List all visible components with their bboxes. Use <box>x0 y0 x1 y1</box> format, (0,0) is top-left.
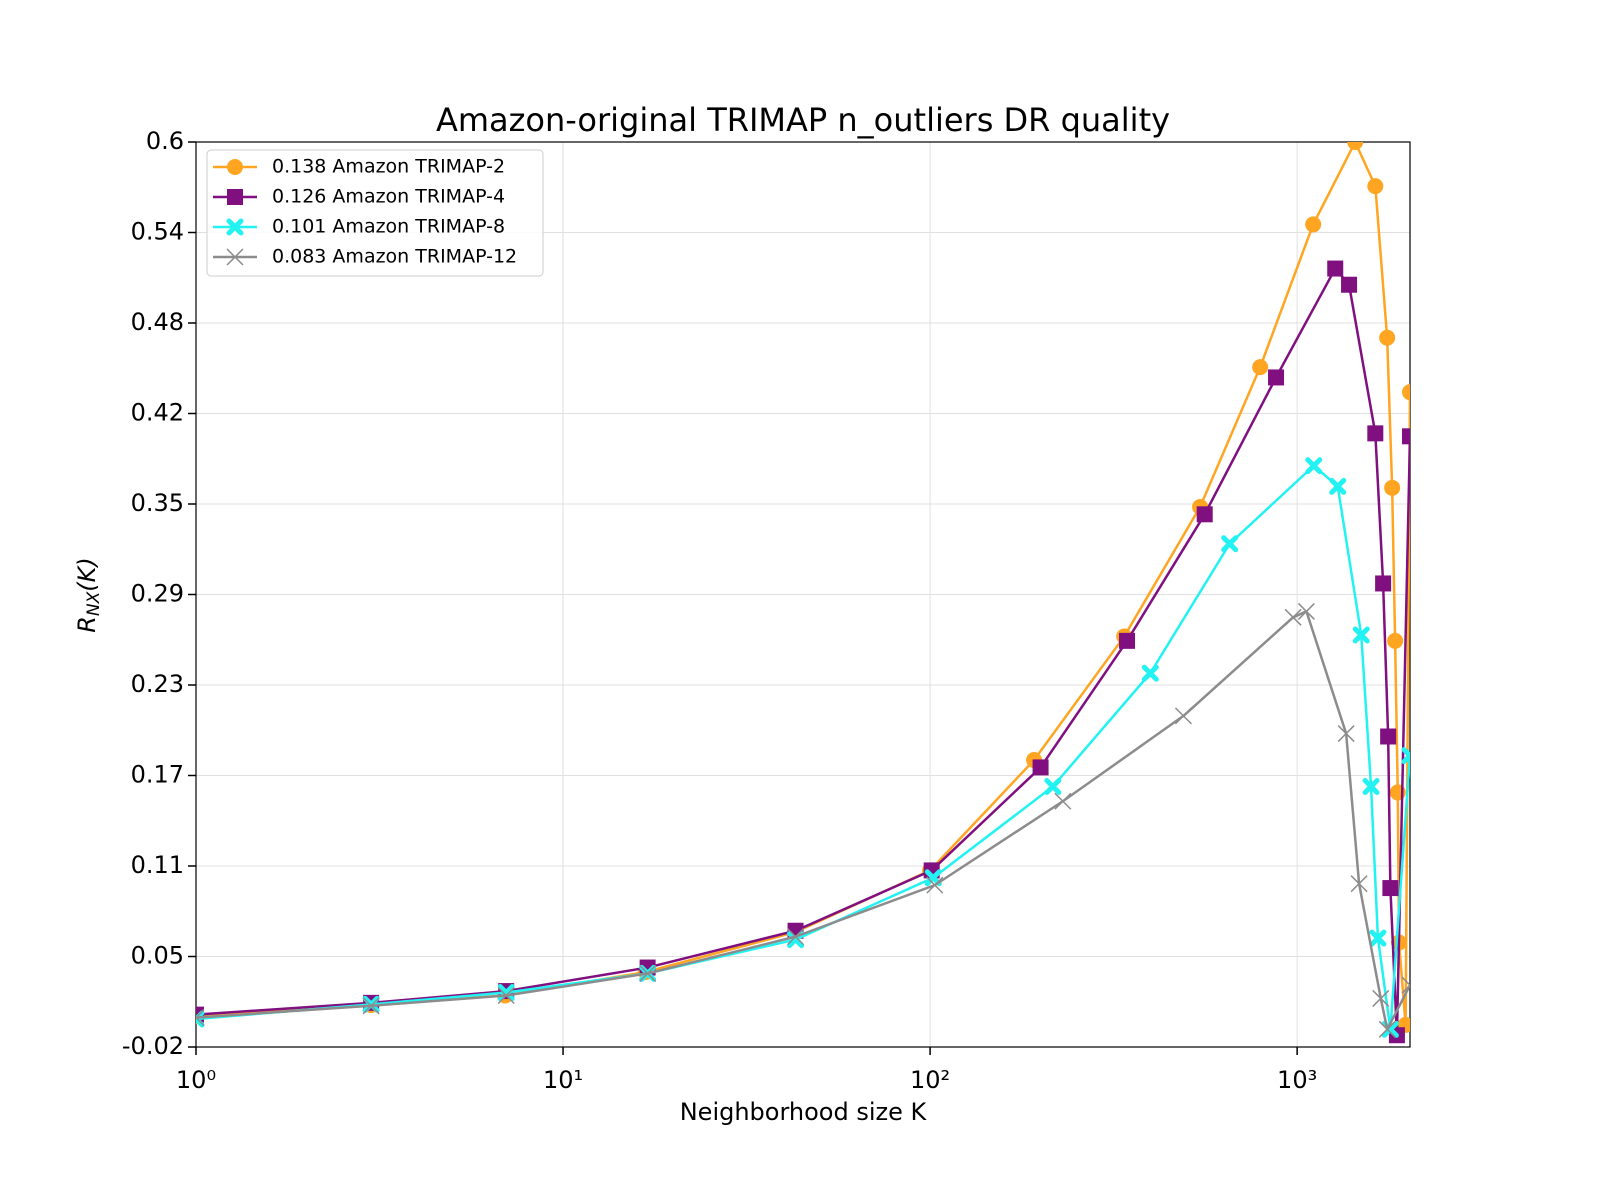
legend-label: 0.083 Amazon TRIMAP-12 <box>272 246 517 268</box>
marker <box>497 986 515 1005</box>
plot-area <box>196 142 1410 1044</box>
plot-frame <box>195 141 1411 1048</box>
marker <box>1054 792 1072 810</box>
legend-label: 0.126 Amazon TRIMAP-4 <box>272 186 505 208</box>
x-tick-label: 10³ <box>1277 1066 1317 1094</box>
marker <box>1329 477 1347 495</box>
marker <box>1362 778 1380 796</box>
marker <box>1378 1020 1396 1038</box>
marker <box>1401 976 1410 994</box>
y-label-sub: NX <box>84 591 104 616</box>
marker <box>1401 747 1410 765</box>
y-label-rest: (K) <box>73 557 101 591</box>
series-line <box>196 610 1410 1031</box>
marker <box>1327 260 1344 277</box>
y-tick-label: -0.02 <box>122 1032 184 1060</box>
legend-label: 0.138 Amazon TRIMAP-2 <box>272 156 505 178</box>
marker <box>362 995 380 1013</box>
x-tick-label: 10² <box>910 1066 950 1094</box>
marker <box>196 1010 205 1028</box>
marker <box>1375 575 1392 592</box>
marker <box>1196 506 1213 523</box>
x-tick-label: 10¹ <box>543 1066 583 1094</box>
marker <box>1347 142 1364 150</box>
y-tick-label: 0.42 <box>131 399 184 427</box>
marker <box>1337 725 1355 743</box>
marker <box>1305 457 1323 475</box>
marker <box>1367 425 1384 442</box>
marker <box>787 928 805 946</box>
x-tick-label: 10⁰ <box>176 1066 216 1094</box>
y-tick-label: 0.05 <box>131 942 184 970</box>
legend-box <box>206 149 544 277</box>
marker <box>1402 384 1410 401</box>
marker <box>1297 602 1315 620</box>
y-tick-label: 0.29 <box>131 580 184 608</box>
marker <box>1119 632 1136 649</box>
marker <box>1379 329 1396 346</box>
marker <box>1369 929 1387 947</box>
marker <box>1268 369 1285 386</box>
marker <box>226 248 244 266</box>
marker <box>1221 535 1239 553</box>
marker <box>1032 759 1049 776</box>
marker <box>1387 632 1404 649</box>
series-line <box>196 464 1410 1031</box>
marker <box>1382 880 1399 897</box>
marker <box>926 876 944 894</box>
y-tick-label: 0.17 <box>131 761 184 789</box>
y-tick-label: 0.35 <box>131 489 184 517</box>
y-label-main: R <box>73 616 101 633</box>
marker <box>196 1009 205 1027</box>
marker <box>639 964 657 982</box>
marker <box>226 218 244 236</box>
x-axis-label: Neighborhood size K <box>680 1098 928 1126</box>
y-axis-label: RNX(K) <box>73 557 104 633</box>
marker <box>1174 707 1192 725</box>
marker <box>1350 875 1368 893</box>
y-tick-label: 0.11 <box>131 851 184 879</box>
marker <box>1367 178 1384 195</box>
marker <box>1402 428 1410 445</box>
y-tick-label: 0.23 <box>131 670 184 698</box>
marker <box>1341 276 1358 293</box>
marker <box>1384 479 1401 496</box>
marker <box>1141 664 1159 682</box>
y-tick-label: 0.48 <box>131 308 184 336</box>
marker <box>1352 626 1370 644</box>
marker <box>362 997 380 1015</box>
marker <box>1372 989 1390 1007</box>
marker <box>1284 608 1302 626</box>
series-line <box>196 142 1410 1027</box>
marker <box>227 189 243 205</box>
marker <box>1380 728 1397 745</box>
legend-label: 0.101 Amazon TRIMAP-8 <box>272 216 505 238</box>
y-tick-label: 0.54 <box>131 218 184 246</box>
marker <box>1305 216 1322 233</box>
marker <box>1252 359 1269 376</box>
y-tick-label: 0.6 <box>146 127 184 155</box>
chart-title: Amazon-original TRIMAP n_outliers DR qua… <box>436 101 1170 139</box>
marker <box>227 159 243 175</box>
series-line <box>196 267 1410 1037</box>
marker <box>1044 778 1062 796</box>
